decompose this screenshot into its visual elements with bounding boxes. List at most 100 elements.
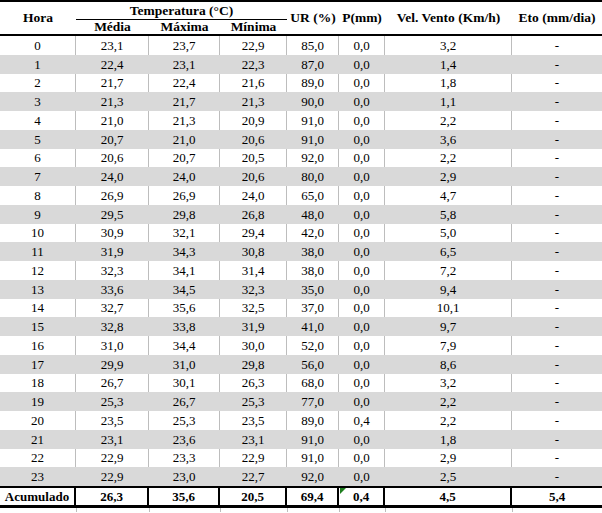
cell: 16 <box>0 336 76 355</box>
cell: 41,0 <box>287 317 339 336</box>
cell: 20,7 <box>149 149 220 168</box>
cell: 22,9 <box>220 36 287 55</box>
cell: 0,0 <box>339 280 385 299</box>
cell: 25,3 <box>76 392 149 411</box>
cell: 0,0 <box>339 74 385 93</box>
cell: 9,4 <box>385 280 512 299</box>
cell: 23,1 <box>76 36 149 55</box>
cell: - <box>512 449 602 468</box>
cell: 31,0 <box>76 336 149 355</box>
cell: 5,0 <box>385 224 512 243</box>
cell: 7,2 <box>385 261 512 280</box>
cell: 2,2 <box>385 392 512 411</box>
cell: - <box>512 205 602 224</box>
cell: 22,9 <box>76 449 149 468</box>
cell: 2,9 <box>385 449 512 468</box>
cell: 0,0 <box>339 449 385 468</box>
cell: 34,1 <box>149 261 220 280</box>
cell: 32,3 <box>76 261 149 280</box>
cell: 0,0 <box>339 130 385 149</box>
cell: 31,0 <box>149 355 220 374</box>
cell: 20,9 <box>220 111 287 130</box>
cell: 8 <box>0 186 76 205</box>
cell: 22,7 <box>220 467 287 486</box>
cell: 0,0 <box>339 92 385 111</box>
cell: - <box>512 355 602 374</box>
cell: 3,2 <box>385 374 512 393</box>
page: Hora Temperatura (°C) UR (%) P(mm) Vel. … <box>0 0 602 513</box>
bottom-gridline-stubs <box>0 508 602 512</box>
cell: 32,1 <box>149 224 220 243</box>
cell: 92,0 <box>287 467 339 486</box>
cell: 26,7 <box>76 374 149 393</box>
cell: - <box>512 224 602 243</box>
cell: 20,7 <box>76 130 149 149</box>
cell: 6 <box>0 149 76 168</box>
cell: 23,1 <box>149 55 220 74</box>
cell: 1,8 <box>385 430 512 449</box>
table-row: 1333,634,532,335,00,09,4- <box>0 280 602 299</box>
footer-cell-temp-maxima: 35,6 <box>149 486 220 508</box>
table-row: 1729,931,029,856,00,08,6- <box>0 355 602 374</box>
table-row: 826,926,924,065,00,04,7- <box>0 186 602 205</box>
footer-cell-ur: 69,4 <box>287 486 339 508</box>
cell: 22,4 <box>76 55 149 74</box>
cell: 21 <box>0 430 76 449</box>
table-row: 520,721,020,691,00,03,6- <box>0 130 602 149</box>
cell: 20,6 <box>220 130 287 149</box>
cell: 0 <box>0 36 76 55</box>
cell: 38,0 <box>287 242 339 261</box>
cell: 30,0 <box>220 336 287 355</box>
cell: - <box>512 430 602 449</box>
col-header-temp-minima: Mínima <box>220 20 287 36</box>
cell: 3,2 <box>385 36 512 55</box>
table-row: 724,024,020,680,00,02,9- <box>0 167 602 186</box>
cell: 1,8 <box>385 74 512 93</box>
cell: 34,3 <box>149 242 220 261</box>
cell: 48,0 <box>287 205 339 224</box>
cell: 29,4 <box>220 224 287 243</box>
cell: 20,6 <box>76 149 149 168</box>
cell: 0,0 <box>339 336 385 355</box>
cell: 24,0 <box>76 167 149 186</box>
cell: 32,3 <box>220 280 287 299</box>
table-row: 1232,334,131,438,00,07,2- <box>0 261 602 280</box>
cell: 0,0 <box>339 392 385 411</box>
cell: 26,8 <box>220 205 287 224</box>
cell: 42,0 <box>287 224 339 243</box>
cell: 21,0 <box>76 111 149 130</box>
cell: 3,6 <box>385 130 512 149</box>
table-row: 929,529,826,848,00,05,8- <box>0 205 602 224</box>
cell: - <box>512 280 602 299</box>
cell: 34,5 <box>149 280 220 299</box>
cell: 3 <box>0 92 76 111</box>
cell: 10,1 <box>385 299 512 318</box>
cell: 65,0 <box>287 186 339 205</box>
cell: 21,7 <box>149 92 220 111</box>
col-header-vel-vento: Vel. Vento (Km/h) <box>385 2 512 36</box>
table-row: 1631,034,430,052,00,07,9- <box>0 336 602 355</box>
cell: 37,0 <box>287 299 339 318</box>
cell: 91,0 <box>287 130 339 149</box>
col-header-eto: Eto (mm/dia) <box>512 2 602 36</box>
table-row: 1131,934,330,838,00,06,5- <box>0 242 602 261</box>
cell: 38,0 <box>287 261 339 280</box>
cell: - <box>512 36 602 55</box>
cell: - <box>512 167 602 186</box>
cell: 32,7 <box>76 299 149 318</box>
cell: 29,5 <box>76 205 149 224</box>
cell: 11 <box>0 242 76 261</box>
col-header-ur: UR (%) <box>287 2 339 36</box>
col-header-hora: Hora <box>0 2 76 36</box>
cell: 0,0 <box>339 467 385 486</box>
cell: 21,3 <box>149 111 220 130</box>
cell: 5 <box>0 130 76 149</box>
cell: - <box>512 392 602 411</box>
col-header-p: P(mm) <box>339 2 385 36</box>
cell: 2,2 <box>385 111 512 130</box>
cell: 5,8 <box>385 205 512 224</box>
cell: 21,7 <box>76 74 149 93</box>
cell: 23,3 <box>149 449 220 468</box>
table-row: 620,620,720,592,00,02,2- <box>0 149 602 168</box>
cell: 87,0 <box>287 55 339 74</box>
